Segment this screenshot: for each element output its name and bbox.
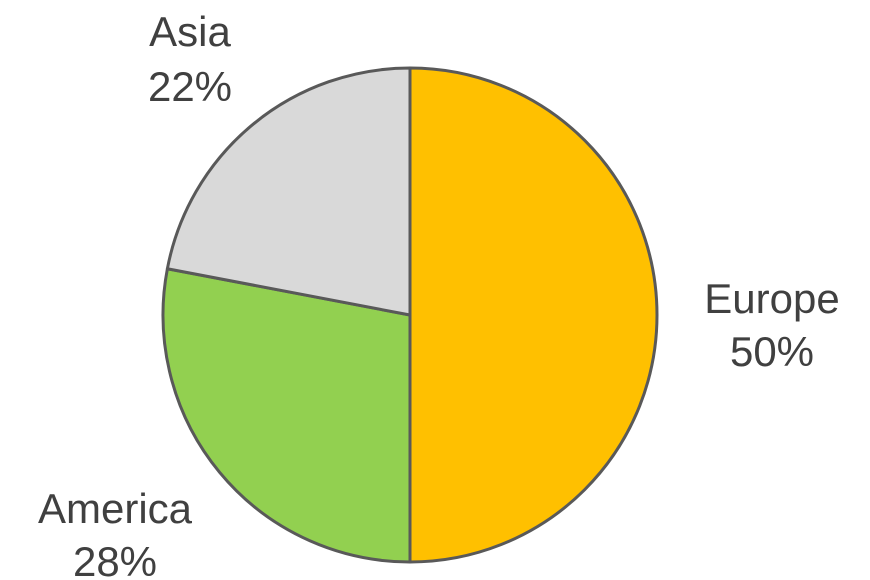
pie-slice-america xyxy=(161,267,412,564)
slice-label-asia-value: 22% xyxy=(148,63,232,110)
pie-slices xyxy=(161,66,659,564)
pie-slice-europe xyxy=(408,66,659,564)
slice-label-america-value: 28% xyxy=(73,538,157,580)
pie-slice-asia xyxy=(165,66,412,317)
slice-label-europe-value: 50% xyxy=(730,328,814,375)
slice-label-europe-name: Europe xyxy=(704,275,839,322)
slice-label-america-name: America xyxy=(38,485,193,532)
slice-label-asia-name: Asia xyxy=(149,8,231,55)
